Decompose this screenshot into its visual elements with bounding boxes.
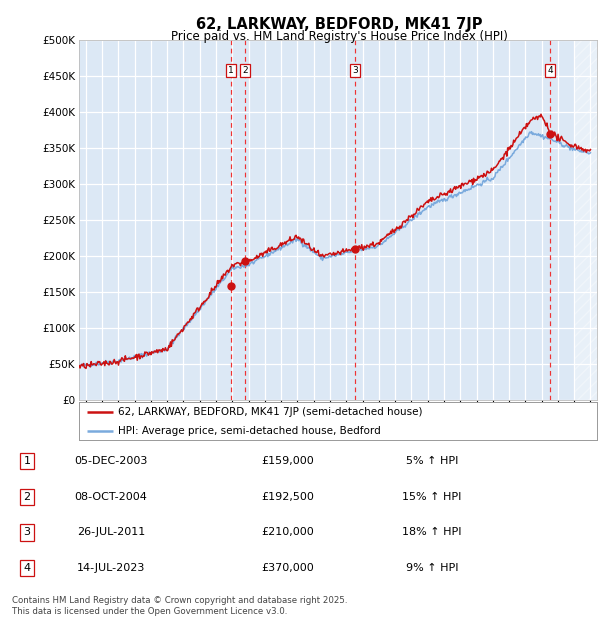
Text: 2: 2 <box>23 492 31 502</box>
Text: 1: 1 <box>23 456 31 466</box>
Text: HPI: Average price, semi-detached house, Bedford: HPI: Average price, semi-detached house,… <box>118 425 381 436</box>
Text: £159,000: £159,000 <box>262 456 314 466</box>
Text: 62, LARKWAY, BEDFORD, MK41 7JP: 62, LARKWAY, BEDFORD, MK41 7JP <box>196 17 482 32</box>
Text: 3: 3 <box>352 66 358 75</box>
Text: 14-JUL-2023: 14-JUL-2023 <box>77 563 145 573</box>
Text: 05-DEC-2003: 05-DEC-2003 <box>74 456 148 466</box>
Text: 3: 3 <box>23 528 31 538</box>
Text: 4: 4 <box>23 563 31 573</box>
Text: 62, LARKWAY, BEDFORD, MK41 7JP (semi-detached house): 62, LARKWAY, BEDFORD, MK41 7JP (semi-det… <box>118 407 422 417</box>
Text: Price paid vs. HM Land Registry's House Price Index (HPI): Price paid vs. HM Land Registry's House … <box>170 30 508 43</box>
Text: £192,500: £192,500 <box>262 492 314 502</box>
Bar <box>574 40 597 400</box>
Text: 5% ↑ HPI: 5% ↑ HPI <box>406 456 458 466</box>
Text: £210,000: £210,000 <box>262 528 314 538</box>
Text: 1: 1 <box>228 66 234 75</box>
Text: 4: 4 <box>547 66 553 75</box>
Text: 15% ↑ HPI: 15% ↑ HPI <box>403 492 461 502</box>
Text: Contains HM Land Registry data © Crown copyright and database right 2025.
This d: Contains HM Land Registry data © Crown c… <box>12 596 347 616</box>
Text: 08-OCT-2004: 08-OCT-2004 <box>74 492 148 502</box>
Text: £370,000: £370,000 <box>262 563 314 573</box>
Text: 26-JUL-2011: 26-JUL-2011 <box>77 528 145 538</box>
Text: 2: 2 <box>242 66 248 75</box>
Text: 18% ↑ HPI: 18% ↑ HPI <box>402 528 462 538</box>
Text: 9% ↑ HPI: 9% ↑ HPI <box>406 563 458 573</box>
